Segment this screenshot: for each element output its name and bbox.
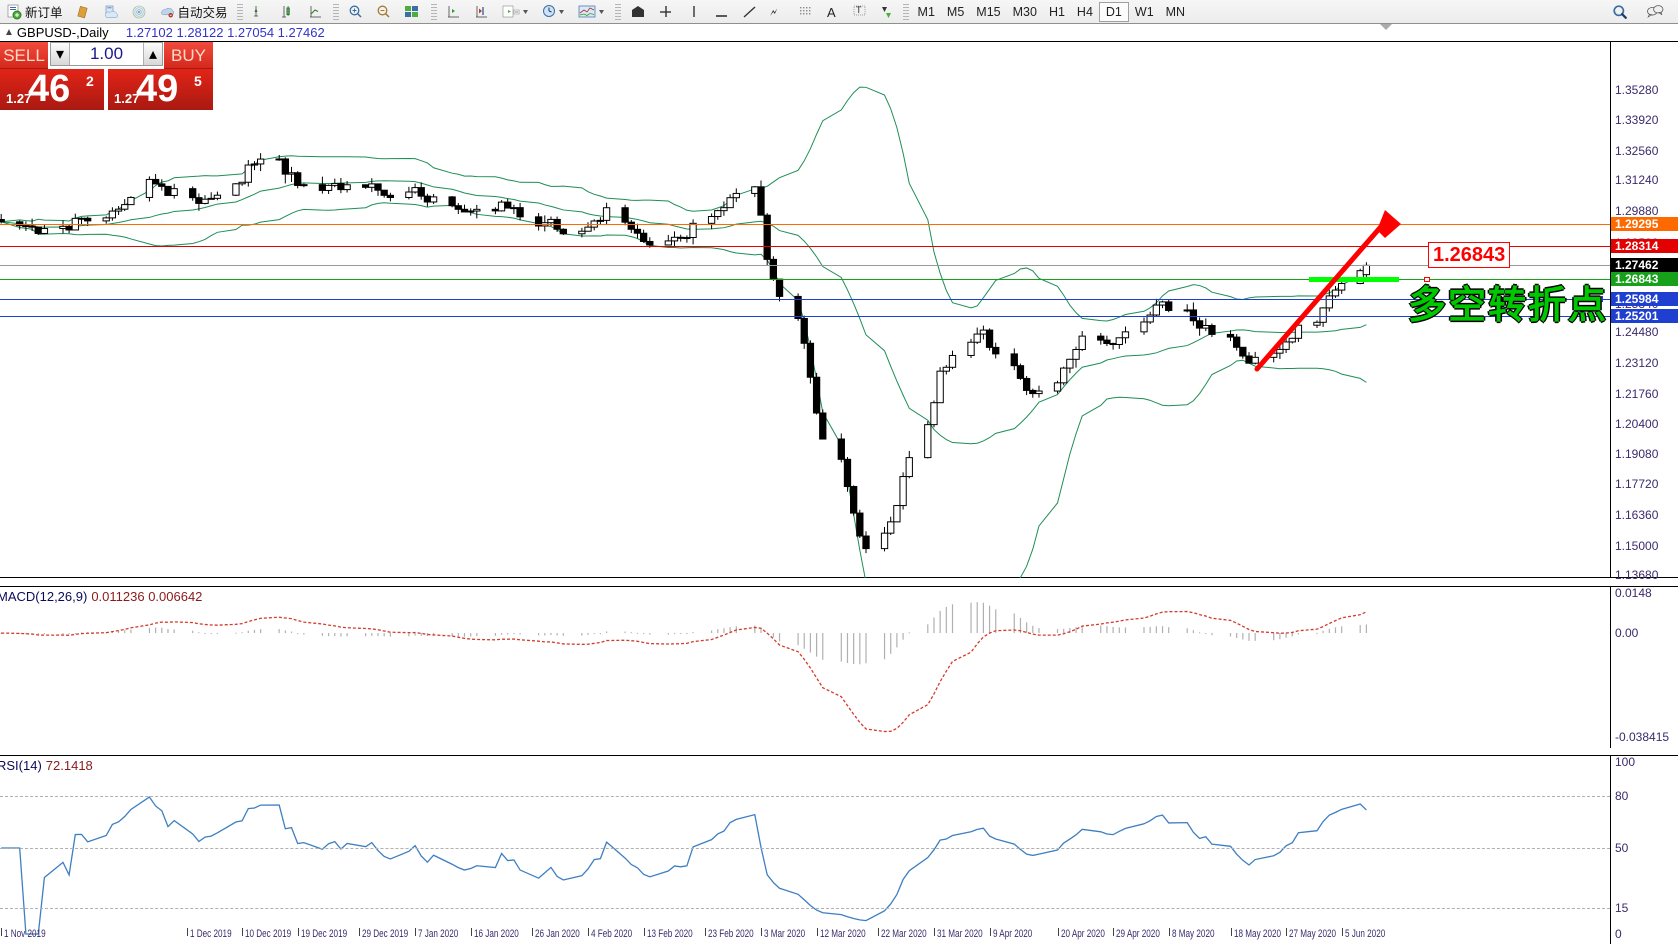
svg-text:A: A [827, 5, 836, 20]
svg-text:T: T [856, 5, 862, 15]
svg-text:🗲: 🗲 [770, 7, 778, 19]
